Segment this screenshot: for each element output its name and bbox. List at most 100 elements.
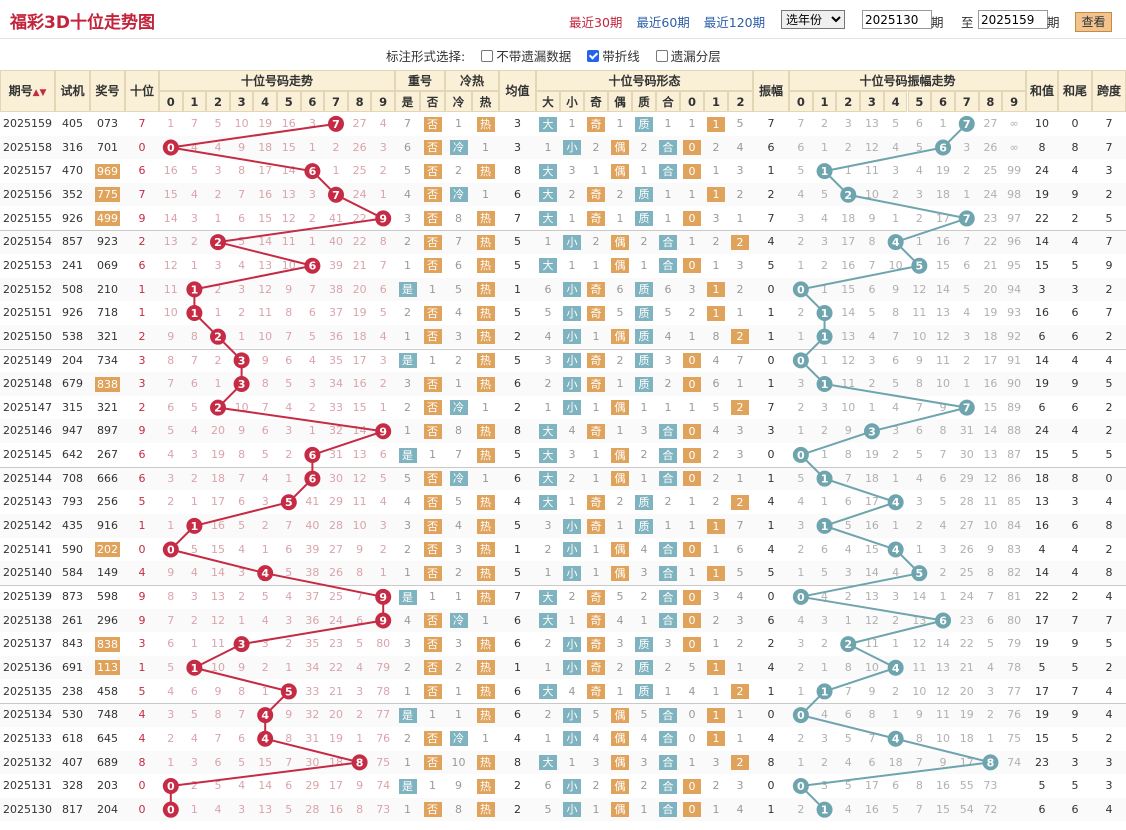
- amp-omission-cell: 14: [841, 306, 856, 320]
- form-cell: 4: [544, 329, 552, 343]
- amp-omission-cell: 1: [963, 377, 971, 391]
- hotcold-cell: 8: [455, 424, 462, 438]
- amp-omission-cell: 7: [892, 329, 900, 343]
- amp-omission-cell: 95: [1007, 258, 1022, 272]
- amp-cell: 6: [767, 140, 775, 154]
- trend-omission-cell: 1: [214, 211, 222, 225]
- header-trend-digit: 6: [300, 91, 325, 112]
- amp-cell: 7: [767, 117, 775, 130]
- amp-omission-cell: 87: [1007, 448, 1022, 462]
- form-cell: 1: [592, 164, 600, 178]
- amp-omission-cell: 4: [868, 329, 876, 343]
- form-cell-badge: 奇: [587, 589, 605, 605]
- form-cell: 6: [736, 542, 744, 556]
- hotcold-cell-badge: 冷: [449, 471, 468, 487]
- form-cell-badge: 0: [683, 447, 701, 463]
- header-form-col: 质: [632, 91, 656, 112]
- hotcold-cell: 5: [455, 282, 462, 296]
- trend-ball-label: 7: [332, 189, 340, 202]
- tab-recent-120[interactable]: 最近120期: [703, 15, 766, 30]
- form-cell: 1: [664, 211, 672, 225]
- amp-omission-cell: 16: [983, 377, 998, 391]
- amp-omission-cell: 5: [915, 140, 923, 154]
- amp-ball-label: 4: [892, 236, 900, 249]
- form-cell: 1: [616, 519, 624, 533]
- trend-ball-label: 6: [309, 260, 317, 273]
- avg-cell: 5: [514, 566, 521, 580]
- checkbox-no-omission[interactable]: [481, 50, 494, 62]
- shiwei-cell: 9: [138, 424, 146, 438]
- form-cell-badge: 大: [539, 187, 557, 203]
- shiwei-cell: 1: [138, 519, 146, 533]
- option-polyline[interactable]: 带折线: [587, 49, 640, 64]
- trend-omission-cell: 5: [190, 164, 198, 178]
- amp-omission-cell: 27: [959, 519, 974, 533]
- trend-omission-cell: 7: [356, 590, 364, 603]
- polyline-layer: 7067926112332966510499315448007612745011…: [162, 115, 999, 818]
- jiang-cell: 069: [97, 258, 118, 272]
- amp-omission-cell: 12: [864, 140, 879, 154]
- amp-omission-cell: 18: [864, 471, 879, 485]
- header-issue[interactable]: 期号▲▼: [0, 70, 55, 112]
- form-cell-badge: 0: [683, 589, 701, 605]
- form-cell: 合: [656, 443, 680, 467]
- trend-omission-cell: 35: [328, 353, 343, 367]
- year-select[interactable]: 选年份: [781, 10, 845, 29]
- trend-ball-label: 2: [214, 331, 222, 344]
- jiang-cell: 718: [97, 306, 118, 320]
- jiang-cell: 202: [90, 538, 125, 562]
- amp-omission-cell: 28: [959, 495, 974, 509]
- header-jianghao: 奖号: [90, 70, 125, 112]
- option-layered[interactable]: 遗漏分层: [655, 49, 721, 64]
- span-cell: 5: [1105, 211, 1113, 225]
- tail-cell: 4: [1071, 542, 1079, 556]
- amp-omission-cell: 3: [939, 542, 947, 556]
- form-cell: 1: [664, 400, 672, 414]
- form-cell: 3: [544, 519, 552, 533]
- issue-cell: 2025138: [3, 613, 52, 627]
- trend-omission-cell: 4: [379, 117, 387, 130]
- tab-recent-30[interactable]: 最近30期: [569, 15, 623, 30]
- query-button[interactable]: 查看: [1075, 12, 1112, 32]
- tail-cell: 4: [1071, 353, 1079, 367]
- issue-cell: 2025151: [3, 306, 52, 320]
- span-cell: 2: [1105, 329, 1113, 343]
- repeat-cell: 2: [404, 235, 411, 249]
- amp-omission-cell: 90: [1007, 377, 1022, 391]
- option-no-omission[interactable]: 不带遗漏数据: [481, 49, 571, 64]
- tab-recent-60[interactable]: 最近60期: [636, 15, 690, 30]
- trend-omission-cell: 3: [379, 353, 387, 367]
- hotcold-cell: 热: [472, 490, 499, 514]
- hotcold-cell-badge: 热: [476, 258, 495, 274]
- header-hotcold-col: 热: [472, 91, 499, 112]
- form-cell-badge: 大: [539, 589, 557, 605]
- amp-ball-label: 1: [821, 331, 829, 344]
- trend-ball-label: 7: [332, 118, 340, 131]
- shiwei-cell: 3: [138, 377, 146, 391]
- form-cell: 偶: [608, 325, 632, 349]
- amp-omission-cell: 1: [797, 566, 805, 580]
- trend-omission-cell: 5: [214, 117, 222, 130]
- checkbox-polyline[interactable]: [587, 50, 600, 62]
- form-cell-badge: 奇: [587, 613, 605, 629]
- header-shiji: 试机: [55, 70, 90, 112]
- form-cell-badge: 奇: [587, 187, 605, 203]
- form-cell: 小: [560, 538, 584, 562]
- hotcold-cell: 热: [472, 443, 499, 467]
- amp-omission-cell: 8: [892, 306, 900, 320]
- trend-omission-cell: 4: [190, 187, 198, 201]
- trend-ball-label: 0: [167, 141, 175, 154]
- shiwei-cell: 6: [138, 471, 146, 485]
- repeat-cell-badge: 否: [423, 518, 442, 534]
- from-issue-input[interactable]: [862, 10, 932, 29]
- form-cell: 1: [592, 329, 600, 343]
- trend-omission-cell: 2: [190, 613, 198, 627]
- trend-omission-cell: 2: [214, 187, 222, 201]
- form-cell: 0: [680, 443, 704, 467]
- trend-ball-label: 9: [379, 212, 387, 225]
- sum-cell: 22: [1035, 211, 1049, 225]
- to-issue-input[interactable]: [978, 10, 1048, 29]
- trend-omission-cell: 1: [214, 377, 222, 391]
- header-trend-digit: 0: [159, 91, 183, 112]
- checkbox-layered[interactable]: [655, 50, 668, 62]
